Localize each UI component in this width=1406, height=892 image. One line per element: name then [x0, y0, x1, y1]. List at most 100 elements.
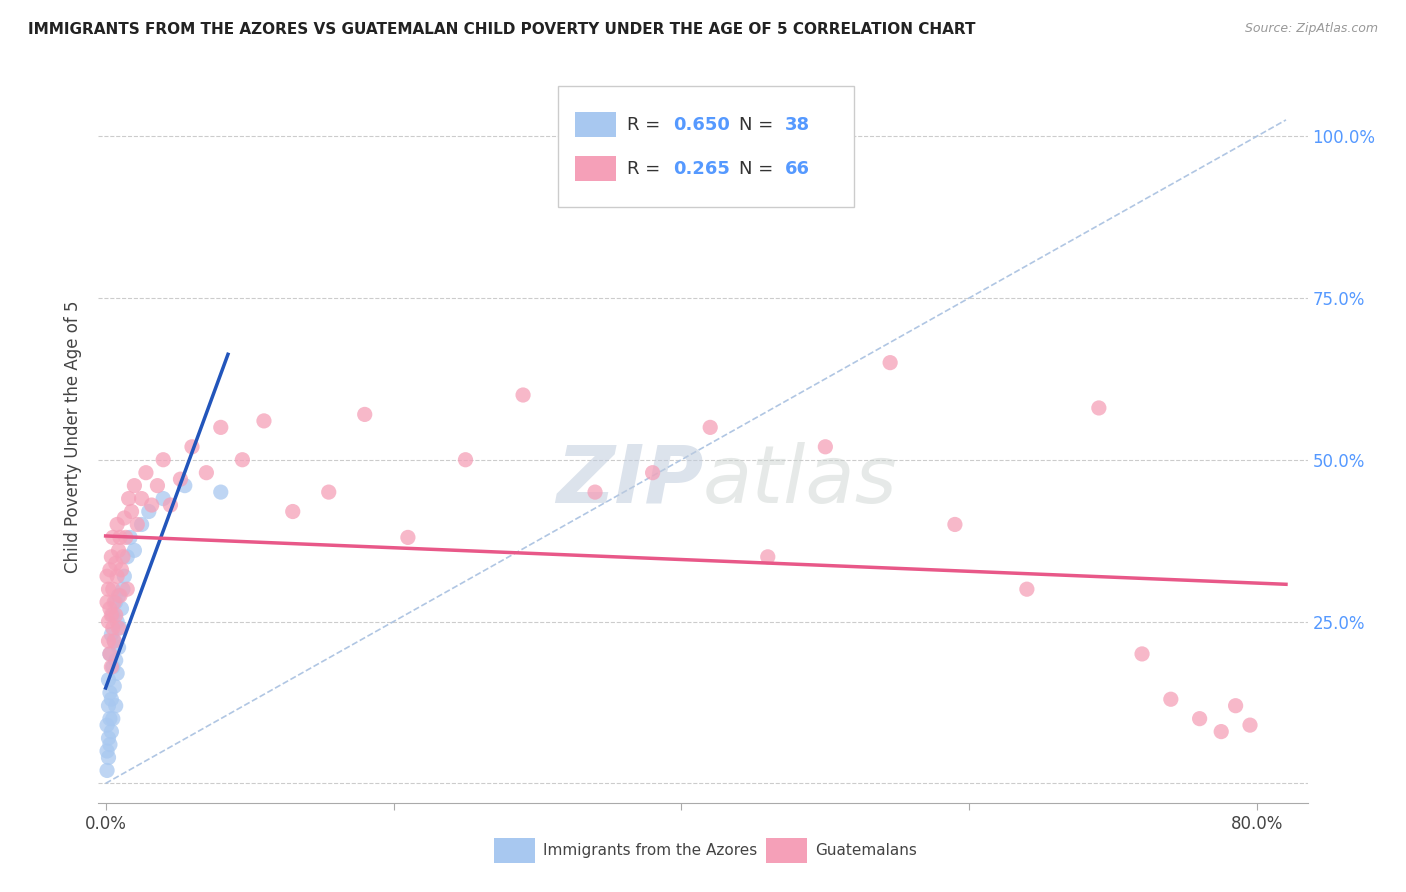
Point: [121, 504, 143, 518]
Point: [124, 543, 146, 558]
Point: [1160, 692, 1182, 706]
FancyBboxPatch shape: [575, 112, 616, 137]
Point: [101, 660, 124, 674]
Point: [141, 498, 163, 512]
Point: [318, 485, 340, 500]
Point: [98, 647, 121, 661]
Point: [209, 420, 232, 434]
Point: [105, 615, 128, 629]
Y-axis label: Child Poverty Under the Age of 5: Child Poverty Under the Age of 5: [65, 301, 83, 574]
Point: [98, 712, 121, 726]
Text: Immigrants from the Azores: Immigrants from the Azores: [543, 843, 758, 858]
Point: [583, 485, 606, 500]
Point: [104, 557, 127, 571]
Point: [97, 731, 120, 745]
Point: [152, 452, 174, 467]
Text: 0.265: 0.265: [672, 160, 730, 178]
FancyBboxPatch shape: [494, 838, 534, 863]
Point: [97, 750, 120, 764]
Point: [96, 595, 118, 609]
Point: [103, 634, 125, 648]
Point: [97, 634, 120, 648]
Point: [120, 530, 142, 544]
Point: [112, 569, 135, 583]
Text: IMMIGRANTS FROM THE AZORES VS GUATEMALAN CHILD POVERTY UNDER THE AGE OF 5 CORREL: IMMIGRANTS FROM THE AZORES VS GUATEMALAN…: [28, 22, 976, 37]
Point: [159, 498, 181, 512]
Point: [101, 621, 124, 635]
Point: [108, 621, 131, 635]
Point: [101, 608, 124, 623]
Point: [112, 511, 135, 525]
Point: [115, 549, 138, 564]
Point: [1239, 718, 1261, 732]
Point: [814, 440, 837, 454]
Point: [104, 608, 127, 623]
Point: [103, 679, 125, 693]
FancyBboxPatch shape: [575, 156, 616, 181]
Point: [1211, 724, 1233, 739]
Point: [103, 595, 125, 609]
Text: R =: R =: [627, 116, 666, 134]
Point: [105, 517, 128, 532]
Text: Guatemalans: Guatemalans: [815, 843, 917, 858]
Point: [1225, 698, 1247, 713]
Point: [124, 478, 146, 492]
Point: [100, 627, 122, 641]
Text: 0.650: 0.650: [672, 116, 730, 134]
Point: [169, 472, 191, 486]
Point: [107, 589, 129, 603]
Point: [879, 356, 901, 370]
Point: [105, 666, 128, 681]
Point: [101, 712, 124, 726]
Point: [98, 686, 121, 700]
FancyBboxPatch shape: [766, 838, 807, 863]
Point: [1130, 647, 1153, 661]
Point: [110, 563, 132, 577]
Text: N =: N =: [740, 116, 779, 134]
Point: [107, 543, 129, 558]
Point: [108, 589, 131, 603]
Point: [111, 582, 134, 597]
Point: [97, 615, 120, 629]
Point: [512, 388, 534, 402]
Point: [111, 549, 134, 564]
Point: [454, 452, 477, 467]
Point: [107, 621, 129, 635]
Point: [100, 724, 122, 739]
Point: [104, 595, 127, 609]
Point: [135, 466, 157, 480]
Point: [101, 530, 124, 544]
Point: [396, 530, 419, 544]
Text: R =: R =: [627, 160, 666, 178]
Text: N =: N =: [740, 160, 779, 178]
Point: [131, 517, 153, 532]
Point: [96, 718, 118, 732]
Point: [1015, 582, 1038, 597]
Point: [103, 634, 125, 648]
Point: [100, 660, 122, 674]
Point: [104, 653, 127, 667]
Point: [97, 582, 120, 597]
Point: [146, 478, 169, 492]
Point: [195, 466, 218, 480]
Point: [231, 452, 253, 467]
Point: [281, 504, 304, 518]
Point: [98, 601, 121, 615]
Text: Source: ZipAtlas.com: Source: ZipAtlas.com: [1244, 22, 1378, 36]
FancyBboxPatch shape: [558, 86, 855, 207]
Point: [97, 673, 120, 687]
Point: [115, 582, 138, 597]
Text: 38: 38: [785, 116, 810, 134]
Point: [96, 569, 118, 583]
Point: [152, 491, 174, 506]
Point: [114, 530, 136, 544]
Point: [108, 530, 131, 544]
Point: [98, 647, 121, 661]
Point: [127, 517, 149, 532]
Text: atlas: atlas: [703, 442, 898, 520]
Point: [97, 698, 120, 713]
Point: [105, 569, 128, 583]
Text: ZIP: ZIP: [555, 442, 703, 520]
Point: [138, 504, 160, 518]
Point: [96, 744, 118, 758]
